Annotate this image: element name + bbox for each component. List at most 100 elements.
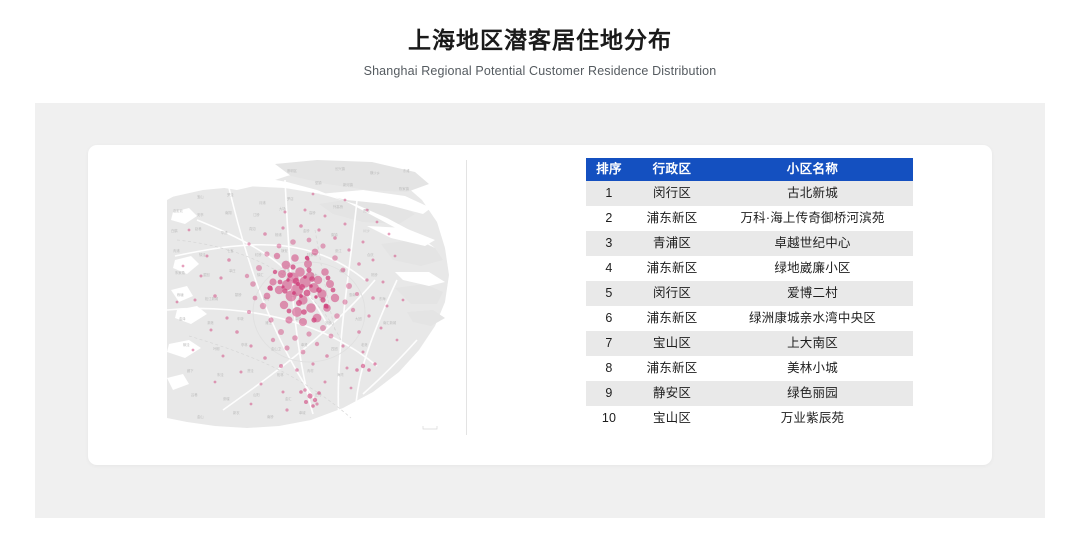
svg-text:月浦: 月浦 <box>259 200 266 205</box>
svg-text:东滩: 东滩 <box>403 168 410 173</box>
svg-text:罗泾: 罗泾 <box>227 192 234 197</box>
svg-text:北蔡: 北蔡 <box>339 268 346 273</box>
svg-text:徐汇: 徐汇 <box>257 272 264 277</box>
svg-text:金汇: 金汇 <box>285 396 292 401</box>
cell-community: 美林小城 <box>712 356 913 381</box>
svg-text:张江: 张江 <box>335 248 342 253</box>
cell-rank: 8 <box>586 356 632 381</box>
svg-text:安亭: 安亭 <box>197 212 204 217</box>
svg-text:合庆: 合庆 <box>367 252 374 257</box>
svg-text:朱泾: 朱泾 <box>217 372 224 377</box>
svg-text:静安: 静安 <box>281 248 288 253</box>
svg-text:宝山: 宝山 <box>197 194 204 199</box>
map-container[interactable]: 崇明区 长兴镇 横沙乡 东滩 堡镇 新河镇 陈家镇 宝山 罗泾 月浦 罗店 嘉定北 安亭 南… <box>167 160 454 437</box>
cell-rank: 5 <box>586 281 632 306</box>
svg-text:陈家镇: 陈家镇 <box>399 186 410 191</box>
svg-text:叶榭: 叶榭 <box>213 346 220 351</box>
cell-rank: 7 <box>586 331 632 356</box>
svg-text:祝桥: 祝桥 <box>371 272 378 277</box>
svg-text:黄浦: 黄浦 <box>283 268 290 273</box>
cell-district: 闵行区 <box>632 281 712 306</box>
svg-text:赵巷: 赵巷 <box>195 226 202 231</box>
column-header-community[interactable]: 小区名称 <box>712 158 913 181</box>
table-row[interactable]: 6 浦东新区 绿洲康城亲水湾中央区 <box>586 306 913 331</box>
cell-district: 浦东新区 <box>632 306 712 331</box>
svg-text:嘉定北: 嘉定北 <box>173 208 184 213</box>
table-row[interactable]: 4 浦东新区 绿地崴廉小区 <box>586 256 913 281</box>
cell-community: 爱博二村 <box>712 281 913 306</box>
cell-rank: 6 <box>586 306 632 331</box>
cell-community: 上大南区 <box>712 331 913 356</box>
svg-text:泖港: 泖港 <box>207 320 214 325</box>
cell-rank: 9 <box>586 381 632 406</box>
svg-text:奉贤: 奉贤 <box>301 342 308 347</box>
svg-text:南汇新城: 南汇新城 <box>383 320 397 325</box>
cell-community: 绿洲康城亲水湾中央区 <box>712 306 913 331</box>
svg-text:枫泾: 枫泾 <box>183 342 190 347</box>
cell-district: 青浦区 <box>632 231 712 256</box>
table-row[interactable]: 9 静安区 绿色丽园 <box>586 381 913 406</box>
column-header-district[interactable]: 行政区 <box>632 158 712 181</box>
svg-text:长兴镇: 长兴镇 <box>335 166 346 171</box>
table-row[interactable]: 3 青浦区 卓越世纪中心 <box>586 231 913 256</box>
svg-text:唐镇: 唐镇 <box>331 232 338 237</box>
table-row[interactable]: 10 宝山区 万业紫辰苑 <box>586 406 913 431</box>
svg-text:颛桥: 颛桥 <box>235 292 242 297</box>
cell-district: 宝山区 <box>632 331 712 356</box>
cell-community: 卓越世纪中心 <box>712 231 913 256</box>
ranking-table: 排序 行政区 小区名称 1 闵行区 古北新城 2 浦东新区 万科·海上传奇御桥河… <box>586 158 913 431</box>
svg-text:惠南: 惠南 <box>349 292 356 297</box>
svg-text:车墩: 车墩 <box>237 316 244 321</box>
svg-text:廊下: 廊下 <box>187 368 194 373</box>
svg-text:外高桥: 外高桥 <box>333 204 344 209</box>
table-row[interactable]: 8 浦东新区 美林小城 <box>586 356 913 381</box>
cell-community: 绿地崴廉小区 <box>712 256 913 281</box>
svg-text:虹桥: 虹桥 <box>255 252 262 257</box>
svg-text:堡镇: 堡镇 <box>315 180 322 185</box>
table-row[interactable]: 5 闵行区 爱博二村 <box>586 281 913 306</box>
table-row[interactable]: 7 宝山区 上大南区 <box>586 331 913 356</box>
svg-text:山阳: 山阳 <box>253 392 260 397</box>
page-header: 上海地区潜客居住地分布 Shanghai Regional Potential … <box>0 0 1080 78</box>
cell-community: 古北新城 <box>712 181 913 206</box>
section-divider <box>466 160 467 435</box>
cell-rank: 1 <box>586 181 632 206</box>
svg-text:练塘: 练塘 <box>177 292 184 297</box>
svg-text:杨浦: 杨浦 <box>275 232 282 237</box>
svg-text:漕泾: 漕泾 <box>247 368 254 373</box>
svg-text:奉城: 奉城 <box>299 410 306 415</box>
svg-text:横沙乡: 横沙乡 <box>370 170 380 175</box>
svg-text:新农: 新农 <box>233 410 240 415</box>
page-title: 上海地区潜客居住地分布 <box>408 27 672 53</box>
svg-text:青浦: 青浦 <box>173 248 180 253</box>
svg-text:莘庄: 莘庄 <box>229 268 236 273</box>
svg-text:陆家嘴: 陆家嘴 <box>307 252 318 257</box>
svg-text:华漕: 华漕 <box>221 230 228 235</box>
svg-text:吕巷: 吕巷 <box>191 392 198 397</box>
svg-text:高桥: 高桥 <box>309 210 316 215</box>
table-row[interactable]: 2 浦东新区 万科·海上传奇御桥河滨苑 <box>586 206 913 231</box>
svg-text:大场: 大场 <box>279 206 286 211</box>
svg-text:金山卫: 金山卫 <box>271 346 282 351</box>
svg-text:花木: 花木 <box>311 272 318 277</box>
table-head: 排序 行政区 小区名称 <box>586 158 913 181</box>
cell-rank: 4 <box>586 256 632 281</box>
cell-community: 绿色丽园 <box>712 381 913 406</box>
page-subtitle: Shanghai Regional Potential Customer Res… <box>363 63 717 78</box>
svg-text:真如: 真如 <box>249 226 256 231</box>
cell-community: 万业紫辰苑 <box>712 406 913 431</box>
svg-text:张堰: 张堰 <box>223 396 230 401</box>
cell-rank: 3 <box>586 231 632 256</box>
table-body: 1 闵行区 古北新城 2 浦东新区 万科·海上传奇御桥河滨苑 3 青浦区 卓越世… <box>586 181 913 431</box>
svg-text:江桥: 江桥 <box>253 212 260 217</box>
cell-community: 万科·海上传奇御桥河滨苑 <box>712 206 913 231</box>
content-card: 崇明区 长兴镇 横沙乡 东滩 堡镇 新河镇 陈家镇 宝山 罗泾 月浦 罗店 嘉定北 安亭 南… <box>88 145 992 465</box>
svg-text:朱家角: 朱家角 <box>175 270 185 275</box>
table-row[interactable]: 1 闵行区 古北新城 <box>586 181 913 206</box>
svg-text:老港: 老港 <box>361 342 368 347</box>
svg-text:金山: 金山 <box>197 414 204 419</box>
column-header-rank[interactable]: 排序 <box>586 158 632 181</box>
cell-district: 静安区 <box>632 381 712 406</box>
svg-text:新河镇: 新河镇 <box>343 182 354 187</box>
